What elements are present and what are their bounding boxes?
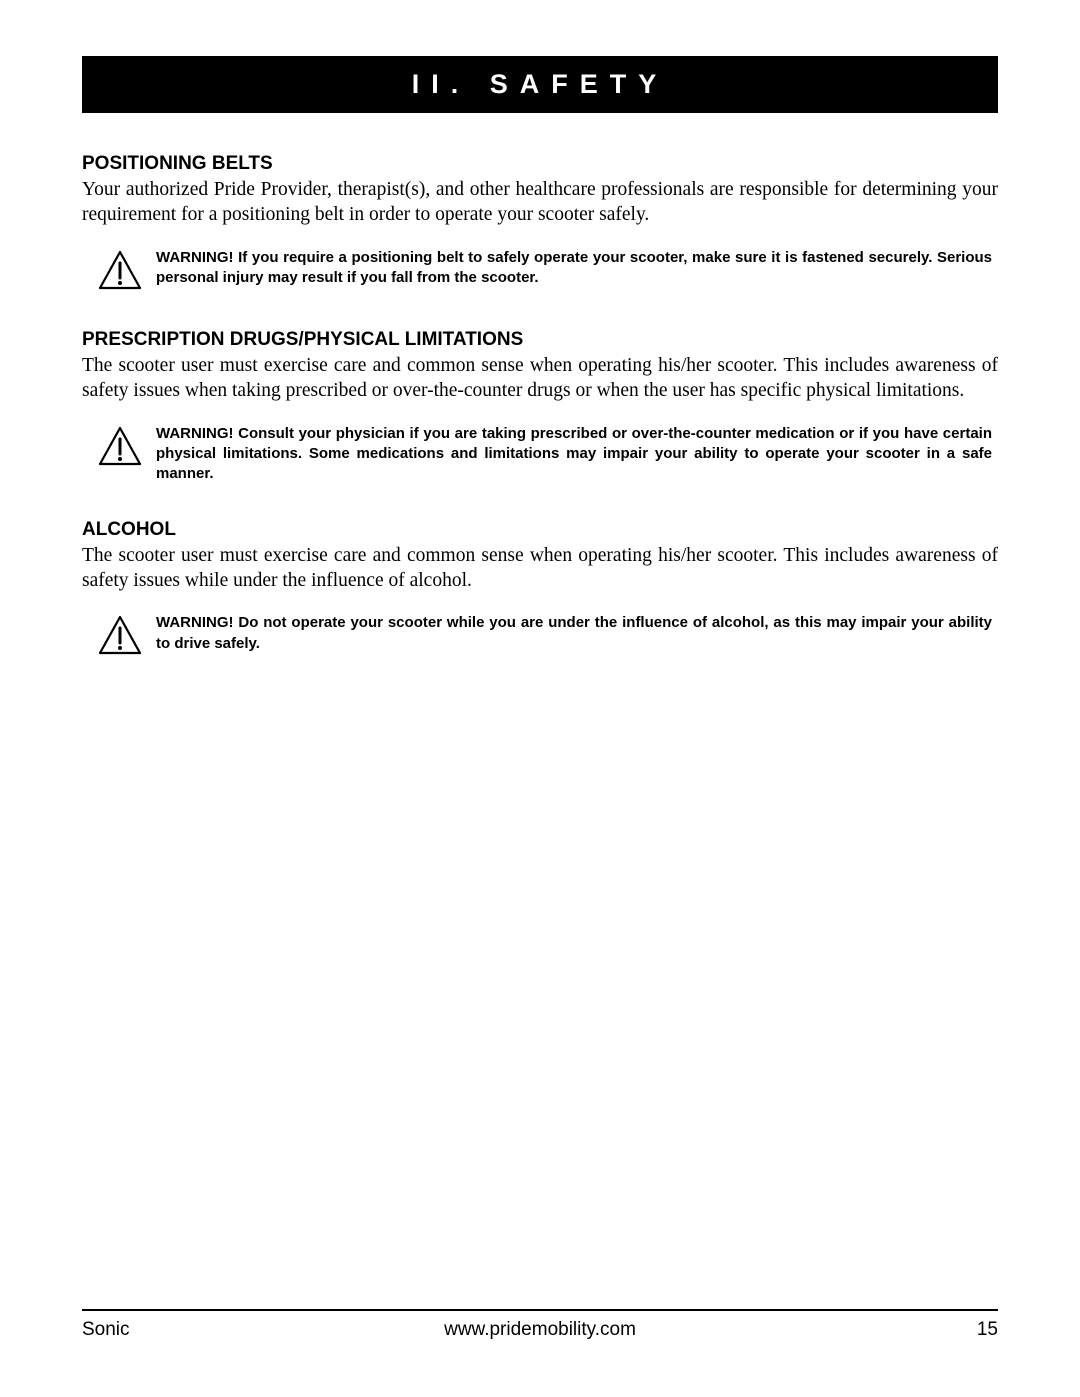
footer-row: Sonic www.pridemobility.com 15 xyxy=(82,1319,998,1341)
section-heading-alcohol: ALCOHOL xyxy=(82,519,998,541)
warning-block-alcohol: WARNING! Do not operate your scooter whi… xyxy=(82,613,998,660)
warning-text-positioning-belts: WARNING! If you require a positioning be… xyxy=(156,248,998,289)
warning-block-positioning-belts: WARNING! If you require a positioning be… xyxy=(82,248,998,295)
body-text-positioning-belts: Your authorized Pride Provider, therapis… xyxy=(82,178,998,228)
page-footer: Sonic www.pridemobility.com 15 xyxy=(82,1309,998,1341)
body-text-alcohol: The scooter user must exercise care and … xyxy=(82,544,998,594)
warning-text-prescription: WARNING! Consult your physician if you a… xyxy=(156,424,998,485)
chapter-title-band: II. SAFETY xyxy=(82,56,998,113)
section-heading-positioning-belts: POSITIONING BELTS xyxy=(82,153,998,175)
chapter-title: II. SAFETY xyxy=(412,69,669,99)
warning-icon xyxy=(98,248,156,295)
warning-icon xyxy=(98,613,156,660)
warning-text-alcohol: WARNING! Do not operate your scooter whi… xyxy=(156,613,998,654)
section-heading-prescription: PRESCRIPTION DRUGS/PHYSICAL LIMITATIONS xyxy=(82,329,998,351)
body-text-prescription: The scooter user must exercise care and … xyxy=(82,354,998,404)
footer-rule xyxy=(82,1309,998,1311)
warning-icon xyxy=(98,424,156,471)
warning-block-prescription: WARNING! Consult your physician if you a… xyxy=(82,424,998,485)
footer-url: www.pridemobility.com xyxy=(82,1319,998,1341)
page-container: II. SAFETY POSITIONING BELTS Your author… xyxy=(0,0,1080,660)
